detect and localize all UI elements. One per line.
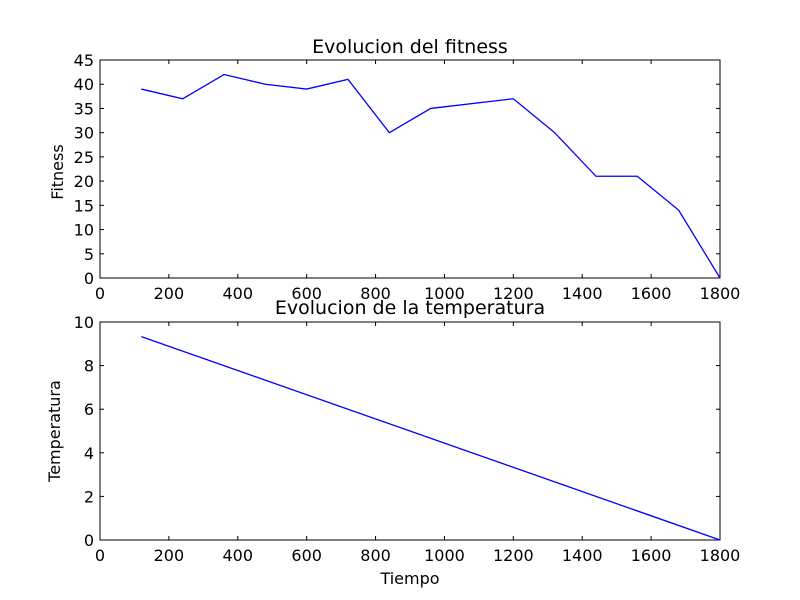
y-tick-label: 40 (74, 75, 94, 94)
x-tick-label: 600 (291, 284, 322, 303)
y-tick-label: 6 (84, 400, 94, 419)
y-tick-label: 20 (74, 172, 94, 191)
tick-group: 0 200 400 600 800 1000 1200 1400 1600 1800 0 5 10 15 2… (74, 51, 741, 303)
y-tick-label: 25 (74, 148, 94, 167)
x-tick-label: 1200 (493, 546, 534, 565)
x-tick-label: 1400 (562, 284, 603, 303)
x-tick-label: 0 (95, 284, 105, 303)
x-tick-label: 1600 (631, 284, 672, 303)
y-tick-label: 35 (74, 99, 94, 118)
series-line (141, 73, 721, 279)
x-tick-label: 0 (95, 546, 105, 565)
y-tick-label: 4 (84, 444, 94, 463)
axes-frame (99, 321, 721, 541)
x-tick-label: 1000 (424, 284, 465, 303)
x-tick-label: 1800 (700, 284, 741, 303)
x-tick-label: 800 (360, 284, 391, 303)
x-axis-label: Tiempo (379, 569, 439, 588)
y-tick-label: 30 (74, 124, 94, 143)
x-tick-label: 1600 (631, 546, 672, 565)
x-tick-label: 1200 (493, 284, 534, 303)
y-tick-label: 10 (74, 221, 94, 240)
y-tick-label: 10 (74, 313, 94, 332)
axes-frame (99, 59, 721, 279)
x-tick-label: 200 (154, 284, 185, 303)
x-tick-label: 400 (223, 284, 254, 303)
y-tick-label: 0 (84, 269, 94, 288)
y-tick-label: 5 (84, 245, 94, 264)
x-tick-label: 600 (291, 546, 322, 565)
x-tick-label: 1000 (424, 546, 465, 565)
chart-title: Evolucion del fitness (312, 36, 508, 58)
x-tick-label: 1400 (562, 546, 603, 565)
subplot-fitness: Evolucion del fitness Fitness 0 200 400 600… (48, 36, 740, 303)
y-tick-label: 15 (74, 196, 94, 215)
x-tick-label: 800 (360, 546, 391, 565)
tick-group: 0 200 400 600 800 1000 1200 1400 1600 1800 0 2 4 6 8 10 (74, 313, 741, 565)
series-line (141, 335, 721, 541)
y-tick-label: 0 (84, 531, 94, 550)
subplot-temperatura: Evolucion de la temperatura Temperatura … (45, 297, 740, 588)
y-tick-label: 8 (84, 357, 94, 376)
y-axis-label: Temperatura (45, 380, 64, 483)
x-tick-label: 400 (223, 546, 254, 565)
chart-title: Evolucion de la temperatura (275, 297, 545, 319)
y-axis-label: Fitness (48, 144, 67, 199)
x-tick-label: 200 (154, 546, 185, 565)
x-tick-label: 1800 (700, 546, 741, 565)
y-tick-label: 45 (74, 51, 94, 70)
y-tick-label: 2 (84, 487, 94, 506)
